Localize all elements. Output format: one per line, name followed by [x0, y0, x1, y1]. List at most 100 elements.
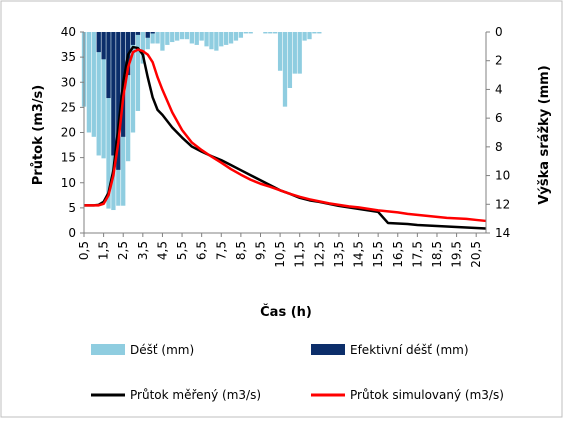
- legend-label-simulated-flow: Průtok simulovaný (m3/s): [350, 388, 504, 402]
- right-tick-label-6: 12: [495, 197, 510, 211]
- right-axis-ticks: 0 2 4 6 8 10 12 14: [486, 25, 510, 240]
- effective-rain-bar-14: [150, 32, 155, 34]
- rain-bar-48: [317, 32, 322, 34]
- rain-bar-30: [228, 32, 234, 44]
- rain-bar-14: [150, 32, 155, 44]
- rain-bar-25: [204, 32, 209, 47]
- left-tick-label-0: 0: [68, 226, 76, 240]
- effective-rain-bar-5: [106, 32, 111, 99]
- legend-item-measured-flow: Průtok měřený (m3/s): [91, 388, 261, 402]
- legend-item-simulated-flow: Průtok simulovaný (m3/s): [311, 388, 504, 402]
- left-tick-label-6: 30: [61, 75, 76, 89]
- rain-bar-4: [101, 32, 106, 159]
- rain-bar-34: [248, 32, 253, 34]
- effective-rain-bar-3: [96, 32, 101, 53]
- legend-item-rain: Déšť (mm): [91, 343, 194, 357]
- legend-label-measured-flow: Průtok měřený (m3/s): [130, 388, 261, 402]
- rain-bar-1: [86, 32, 92, 133]
- left-tick-label-5: 25: [61, 100, 76, 114]
- x-tick-label-5: 5,5: [175, 241, 189, 260]
- x-tick-label-20: 20,5: [469, 241, 483, 268]
- rain-bar-9: [125, 32, 131, 162]
- right-tick-label-0: 0: [495, 25, 503, 39]
- x-tick-label-14: 14,5: [352, 241, 366, 268]
- left-tick-label-8: 40: [61, 25, 76, 39]
- legend-label-effective-rain: Efektivní déšť (mm): [350, 343, 469, 357]
- x-tick-label-4: 4,5: [155, 241, 169, 260]
- legend-swatch-effective-rain: [311, 344, 345, 355]
- rain-bar-11: [135, 32, 141, 111]
- rain-bar-2: [91, 32, 96, 137]
- legend-label-rain: Déšť (mm): [130, 343, 194, 357]
- y2-axis-title: Výška srážky (mm): [537, 65, 552, 204]
- right-tick-label-5: 10: [495, 169, 510, 183]
- rain-bar-5: [106, 32, 111, 209]
- rain-bar-15: [155, 32, 160, 44]
- rain-bar-12: [140, 32, 145, 64]
- rain-bar-23: [194, 32, 199, 45]
- effective-rain-bar-4: [101, 32, 106, 60]
- rain-bar-18: [170, 32, 175, 43]
- left-tick-label-4: 20: [61, 126, 76, 140]
- y-axis-title: Průtok (m3/s): [31, 85, 46, 185]
- effective-rain-bar-10: [130, 32, 136, 45]
- effective-rain-bar-7: [116, 32, 121, 170]
- x-tick-label-16: 16,5: [391, 241, 405, 268]
- rain-bar-47: [312, 32, 317, 34]
- rain-bar-24: [199, 32, 204, 41]
- flow-lines: [84, 45, 487, 230]
- rain-bar-20: [179, 32, 185, 40]
- rain-bar-31: [233, 32, 239, 41]
- rain-bar-16: [160, 32, 165, 51]
- rain-bar-17: [165, 32, 170, 45]
- x-tick-label-7: 7,5: [214, 241, 228, 260]
- x-tick-label-6: 6,5: [195, 241, 209, 260]
- rain-bar-40: [277, 32, 283, 71]
- left-axis-ticks: 0 5 10 15 20 25 30 35 40: [61, 25, 84, 240]
- x-tick-label-3: 3,5: [136, 241, 150, 260]
- x-tick-label-1: 1,5: [97, 241, 111, 260]
- rain-bar-13: [145, 32, 150, 50]
- x-tick-label-18: 18,5: [430, 241, 444, 268]
- rain-bar-39: [273, 32, 278, 34]
- left-tick-label-1: 5: [68, 201, 76, 215]
- rain-bar-43: [292, 32, 297, 74]
- effective-rain-bar-6: [111, 32, 116, 156]
- rain-bar-3: [96, 32, 101, 156]
- rain-bar-45: [302, 32, 307, 41]
- rain-bar-27: [214, 32, 219, 51]
- x-tick-label-2: 2,5: [116, 241, 130, 260]
- rain-bar-44: [297, 32, 302, 74]
- left-tick-label-2: 10: [61, 176, 76, 190]
- right-tick-label-1: 2: [495, 54, 503, 68]
- x-tick-label-11: 11,5: [293, 241, 307, 268]
- effective-rain-bar-11: [135, 32, 141, 35]
- effective-rain-bar-13: [145, 32, 150, 38]
- x-tick-label-0: 0,5: [77, 241, 91, 260]
- rain-bar-41: [282, 32, 288, 107]
- rain-bar-28: [219, 32, 224, 47]
- x-tick-label-12: 12,5: [312, 241, 326, 268]
- rain-bar-46: [307, 32, 312, 40]
- x-axis-ticks: 0,5 1,5 2,5 3,5 4,5 5,5 6,5 7,5 8,5 9,5 10,5 11,5 12…: [77, 233, 483, 268]
- left-tick-label-3: 15: [61, 151, 76, 165]
- rain-bar-38: [268, 32, 273, 34]
- right-tick-label-7: 14: [495, 226, 510, 240]
- right-tick-label-2: 4: [495, 82, 503, 96]
- x-tick-label-17: 17,5: [410, 241, 424, 268]
- legend-swatch-rain: [91, 344, 125, 355]
- measured-flow-line: [84, 45, 487, 230]
- left-tick-label-7: 35: [61, 50, 76, 64]
- rain-bar-32: [238, 32, 244, 38]
- rain-bar-10: [130, 32, 136, 133]
- x-tick-label-15: 15,5: [371, 241, 385, 268]
- x-tick-label-13: 13,5: [332, 241, 346, 268]
- rain-bar-29: [224, 32, 229, 45]
- x-tick-label-8: 8,5: [234, 241, 248, 260]
- right-tick-label-4: 8: [495, 140, 503, 154]
- simulated-flow-line: [84, 48, 487, 223]
- rain-bar-33: [243, 32, 248, 34]
- legend: Déšť (mm) Efektivní déšť (mm) Průtok měř…: [91, 343, 504, 402]
- rain-bar-21: [184, 32, 190, 40]
